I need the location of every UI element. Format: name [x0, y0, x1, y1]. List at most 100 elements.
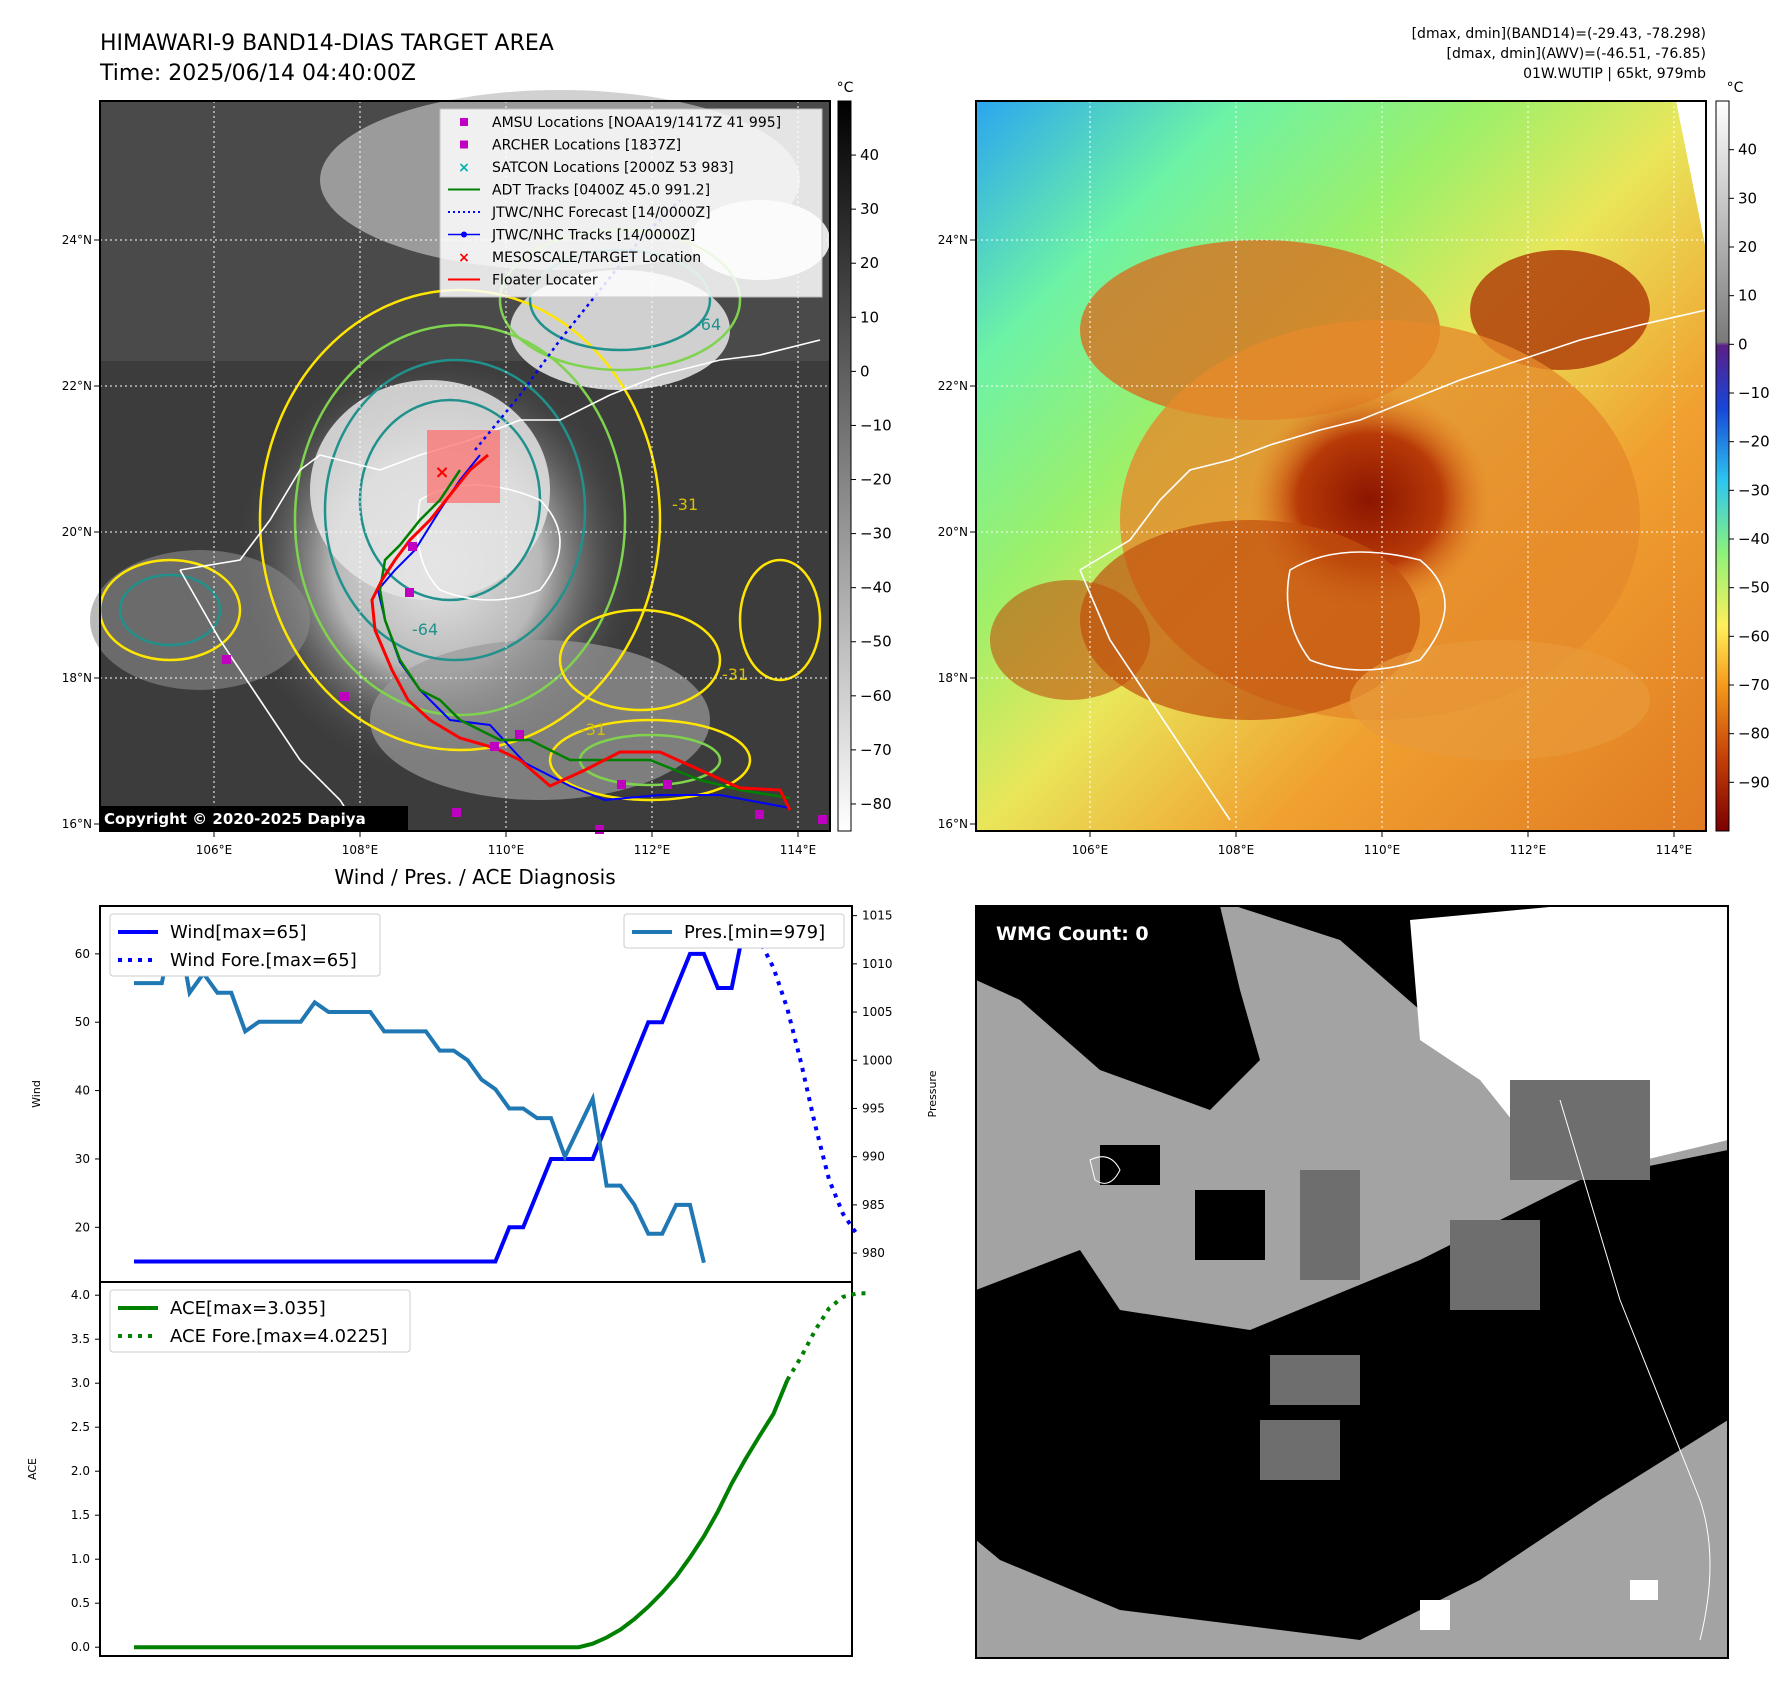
- awv-gridlines: [976, 101, 1706, 831]
- legend-marker: [460, 118, 468, 126]
- colorbar-tick-label: 30: [1738, 189, 1757, 207]
- colorbar-tick-label: −30: [1738, 481, 1770, 499]
- pressure-tick-label: 1015: [862, 909, 893, 923]
- ace-tick-label: 1.5: [71, 1508, 90, 1522]
- ace-tick-label: 0.0: [71, 1640, 90, 1654]
- legend-label: ARCHER Locations [1837Z]: [492, 138, 681, 154]
- band14-range: [dmax, dmin](BAND14)=(-29.43, -78.298): [1412, 26, 1706, 42]
- colorbar-tick-label: −40: [860, 579, 892, 597]
- ace-tick-label: 0.5: [71, 1596, 90, 1610]
- legend-label: JTWC/NHC Forecast [14/0000Z]: [491, 205, 711, 221]
- contour-label: -31: [580, 720, 606, 739]
- lon-tick-label: 106°E: [196, 843, 233, 857]
- colorbar-tick-label: −50: [1738, 579, 1770, 597]
- series-line-0: [134, 919, 748, 1264]
- ir-colorbar: °C 40 30 20 10 0 −10 −20 −30 −40 −50 −60 −70 −80: [837, 80, 892, 832]
- lat-tick-label: 18°N: [938, 671, 968, 685]
- awv-map-panel: [975, 100, 1707, 832]
- lat-tick-label: 16°N: [938, 817, 968, 831]
- colorbar-tick-label: 20: [1738, 238, 1757, 256]
- lat-tick-label: 24°N: [62, 233, 92, 247]
- wmg-count-label: WMG Count: 0: [996, 923, 1149, 945]
- wmg-panel: WMG Count: 0: [975, 905, 1729, 1659]
- lon-tick-label: 112°E: [634, 843, 671, 857]
- legend-label: ACE[max=3.035]: [170, 1298, 326, 1319]
- lon-tick-label: 114°E: [1656, 843, 1693, 857]
- colorbar-tick-label: −80: [1738, 725, 1770, 743]
- lat-tick-label: 18°N: [62, 671, 92, 685]
- awv-coastline: [1079, 309, 1707, 821]
- colorbar-tick-label: −10: [1738, 384, 1770, 402]
- lat-tick-label: 22°N: [62, 379, 92, 393]
- colorbar-tick-label: −20: [1738, 433, 1770, 451]
- legend-marker: ×: [458, 160, 470, 176]
- pressure-axis-label: Pressure: [926, 1070, 939, 1117]
- ir-colorbar-unit: °C: [837, 80, 854, 96]
- colorbar-tick-label: 0: [860, 362, 870, 380]
- lat-tick-label: 20°N: [62, 525, 92, 539]
- lon-tick-label: 110°E: [1364, 843, 1401, 857]
- legend-label: Pres.[min=979]: [684, 922, 825, 943]
- legend-label: AMSU Locations [NOAA19/1417Z 41 995]: [492, 115, 781, 131]
- colorbar-tick-label: −50: [860, 633, 892, 651]
- colorbar-tick-label: −90: [1738, 773, 1770, 791]
- ace-legend: ACE[max=3.035] ACE Fore.[max=4.0225]: [109, 1289, 411, 1353]
- pressure-legend: Pres.[min=979]: [623, 913, 845, 949]
- legend-label: JTWC/NHC Tracks [14/0000Z]: [491, 228, 695, 244]
- amsu-archer-markers: [222, 542, 827, 834]
- pressure-tick-label: 1005: [862, 1005, 893, 1019]
- wind-tick-label: 60: [75, 947, 90, 961]
- legend-label: Wind[max=65]: [170, 922, 307, 943]
- awv-map-axis-ticks: 106°E 108°E 110°E 112°E 114°E 24°N 22°N 20°N 18°…: [938, 233, 1693, 857]
- awv-range: [dmax, dmin](AWV)=(-46.51, -76.85): [1447, 46, 1706, 62]
- colorbar-tick-label: 30: [860, 200, 879, 218]
- awv-colorbar-unit: °C: [1727, 80, 1744, 96]
- wind-tick-label: 30: [75, 1152, 90, 1166]
- wind-axis-label: Wind: [30, 1080, 43, 1108]
- legend-label: ACE Fore.[max=4.0225]: [170, 1326, 388, 1347]
- ace-series-line-0: [134, 1379, 790, 1650]
- colorbar-tick-label: 20: [860, 254, 879, 272]
- target-area-box: [427, 430, 500, 503]
- colorbar-tick-label: 40: [860, 146, 879, 164]
- pressure-tick-label: 1010: [862, 957, 893, 971]
- colorbar-tick-label: −60: [1738, 627, 1770, 645]
- lon-tick-label: 110°E: [488, 843, 525, 857]
- contour-label: -31: [722, 665, 748, 684]
- adt-track: [378, 469, 791, 800]
- colorbar-tick-label: −20: [860, 471, 892, 489]
- colorbar-tick-label: −80: [860, 795, 892, 813]
- colorbar-tick-label: 40: [1738, 141, 1757, 159]
- pressure-tick-label: 1000: [862, 1053, 893, 1067]
- colorbar-tick-label: −70: [860, 741, 892, 759]
- ace-tick-label: 2.5: [71, 1420, 90, 1434]
- lon-tick-label: 106°E: [1072, 843, 1109, 857]
- contour-label: -64: [695, 315, 721, 334]
- colorbar-tick-label: −70: [1738, 676, 1770, 694]
- colorbar-tick-label: −40: [1738, 530, 1770, 548]
- colorbar-tick-label: 10: [860, 308, 879, 326]
- legend-label: Floater Locater: [492, 273, 598, 289]
- legend-label: ADT Tracks [0400Z 45.0 991.2]: [492, 183, 710, 199]
- ace-axis-label: ACE: [26, 1458, 39, 1480]
- legend-marker: ×: [458, 250, 470, 266]
- wind-pressure-chart: Wind Pressure 20 30 40 50 60 980 985 990 995 1000…: [30, 905, 939, 1283]
- pressure-tick-label: 990: [862, 1150, 885, 1164]
- legend-label: Wind Fore.[max=65]: [170, 950, 357, 971]
- storm-info: 01W.WUTIP | 65kt, 979mb: [1523, 66, 1706, 82]
- pressure-tick-label: 980: [862, 1246, 885, 1260]
- wv-contours: [98, 228, 822, 802]
- map-legend: AMSU Locations [NOAA19/1417Z 41 995] ARCH…: [439, 108, 823, 298]
- diagnosis-title: Wind / Pres. / ACE Diagnosis: [334, 865, 615, 889]
- legend-label: SATCON Locations [2000Z 53 983]: [492, 160, 734, 176]
- legend-marker: [460, 140, 468, 149]
- ace-chart: ACE 0.0 0.5 1.0 1.5 2.0 2.5 3.0 3.5 4.0 ACE[max=3…: [26, 1281, 871, 1657]
- series-line-2: [134, 915, 706, 1264]
- awv-colorbar: °C 40 30 20 10 0 −10 −20 −30 −40 −50 −60 −70 −80 −90: [1715, 80, 1770, 832]
- lon-tick-label: 108°E: [1218, 843, 1255, 857]
- contour-label: -31: [672, 495, 698, 514]
- colorbar-tick-label: 0: [1738, 335, 1748, 353]
- wind-tick-label: 50: [75, 1015, 90, 1029]
- contour-label: -64: [412, 620, 438, 639]
